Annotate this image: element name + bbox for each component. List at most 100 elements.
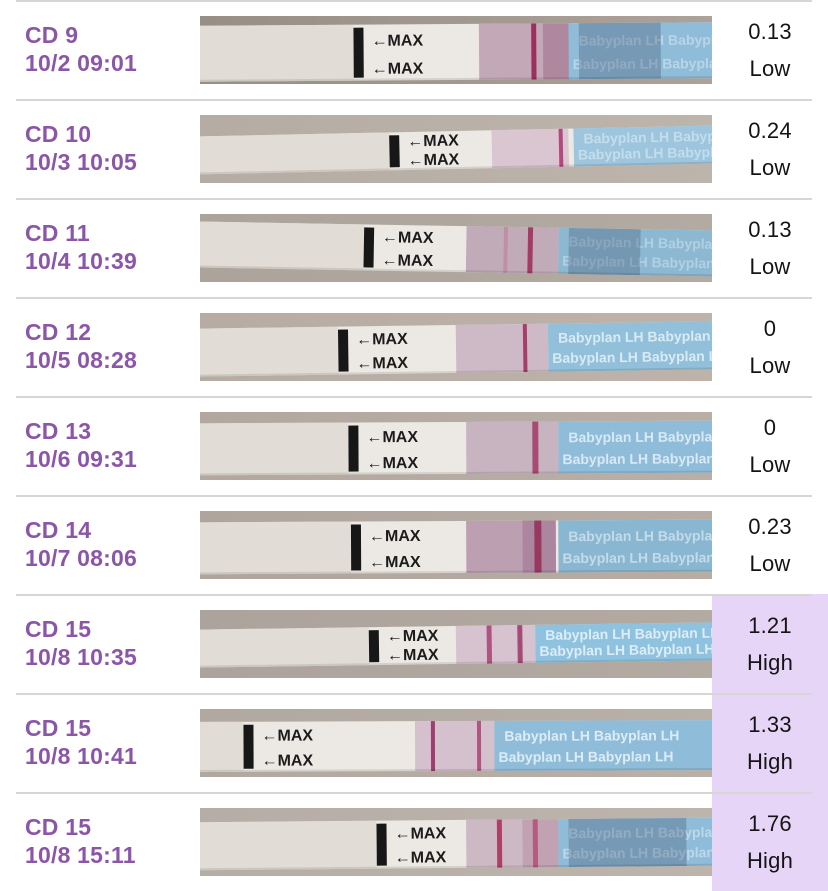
result-value: 1.21 <box>748 612 792 638</box>
test-datetime: 10/3 10:05 <box>25 149 137 175</box>
result-value: 0 <box>763 315 777 341</box>
result-level: Low <box>749 253 791 279</box>
svg-text:Babyplan LH Babyplan LH: Babyplan LH Babyplan LH <box>562 450 712 467</box>
svg-text:Babyplan LH Babyplan LH: Babyplan LH Babyplan LH <box>562 549 712 566</box>
svg-text:Babyplan LH Babyplan LH: Babyplan LH Babyplan LH <box>562 253 712 272</box>
test-datetime: 10/8 10:41 <box>25 743 137 769</box>
result-value: 1.76 <box>748 810 792 836</box>
svg-text:Babyplan LH Babyplan LH: Babyplan LH Babyplan LH <box>573 55 712 72</box>
cycle-day-label: CD 13 <box>25 418 92 444</box>
test-row[interactable]: CD 9 10/2 09:01 Babyplan LH Babyplan LHB… <box>0 0 828 99</box>
svg-text:←MAX: ←MAX <box>387 647 439 665</box>
svg-text:Babyplan LH Babyplan LH: Babyplan LH Babyplan LH <box>578 143 712 163</box>
test-label-group: CD 10 10/3 10:05 <box>25 99 137 198</box>
test-strip-photo[interactable]: Babyplan LH Babyplan LH Babyplan LH Babyp… <box>200 709 712 777</box>
result-level: Low <box>749 55 791 81</box>
test-row[interactable]: CD 11 10/4 10:39 Babyplan LH Babyplan LH… <box>0 198 828 297</box>
svg-text:Babyplan LH Babyplan LH: Babyplan LH Babyplan LH <box>579 31 712 48</box>
result-value: 1.33 <box>748 711 792 737</box>
svg-text:←MAX: ←MAX <box>372 61 424 78</box>
cycle-day-label: CD 10 <box>25 121 92 147</box>
cycle-day-label: CD 15 <box>25 616 92 642</box>
test-row[interactable]: CD 13 10/6 09:31 Babyplan LH Babyplan LH… <box>0 396 828 495</box>
result-value: 0.13 <box>748 18 792 44</box>
test-datetime: 10/6 09:31 <box>25 446 137 472</box>
test-strip-photo[interactable]: Babyplan LH Babyplan LH Babyplan LH Babyp… <box>200 313 712 381</box>
result-level: High <box>746 649 794 675</box>
svg-text:←MAX: ←MAX <box>387 628 439 646</box>
svg-text:←MAX: ←MAX <box>261 727 313 744</box>
cycle-day-label: CD 12 <box>25 319 92 345</box>
result-cell: 0 Low <box>712 396 828 495</box>
svg-text:←MAX: ←MAX <box>408 151 460 169</box>
result-value: 0.24 <box>748 117 792 143</box>
svg-text:←MAX: ←MAX <box>356 355 408 373</box>
svg-text:←MAX: ←MAX <box>366 429 418 446</box>
cycle-day-label: CD 14 <box>25 517 92 543</box>
result-cell: 0.13 Low <box>712 0 828 99</box>
cycle-day-label: CD 15 <box>25 814 92 840</box>
test-strip-photo[interactable]: Babyplan LH Babyplan LH Babyplan LH Babyp… <box>200 808 712 876</box>
test-label-group: CD 15 10/8 10:35 <box>25 594 137 693</box>
svg-text:Babyplan LH Babyplan LH: Babyplan LH Babyplan LH <box>568 824 712 842</box>
result-cell: 0.13 Low <box>712 198 828 297</box>
svg-text:←MAX: ←MAX <box>394 825 446 842</box>
cycle-day-label: CD 9 <box>25 22 79 48</box>
test-row[interactable]: CD 12 10/5 08:28 Babyplan LH Babyplan LH… <box>0 297 828 396</box>
result-level: High <box>746 847 794 873</box>
svg-text:Babyplan LH Babyplan LH: Babyplan LH Babyplan LH <box>562 844 712 862</box>
test-row[interactable]: CD 10 10/3 10:05 Babyplan LH Babyplan LH… <box>0 99 828 198</box>
svg-text:←MAX: ←MAX <box>381 252 433 270</box>
result-cell: 0.24 Low <box>712 99 828 198</box>
result-cell: 1.33 High <box>712 693 828 792</box>
svg-text:Babyplan LH Babyplan LH: Babyplan LH Babyplan LH <box>568 527 712 544</box>
test-row[interactable]: CD 15 10/8 10:35 Babyplan LH Babyplan LH… <box>0 594 828 693</box>
test-label-group: CD 9 10/2 09:01 <box>25 0 137 99</box>
result-cell: 1.21 High <box>712 594 828 693</box>
test-strip-photo[interactable]: Babyplan LH Babyplan LH Babyplan LH Babyp… <box>200 412 712 480</box>
svg-text:←MAX: ←MAX <box>356 331 408 349</box>
svg-text:←MAX: ←MAX <box>262 752 314 769</box>
test-datetime: 10/7 08:06 <box>25 545 137 571</box>
test-label-group: CD 13 10/6 09:31 <box>25 396 137 495</box>
svg-text:Babyplan LH Babyplan LH: Babyplan LH Babyplan LH <box>498 748 673 765</box>
result-cell: 0 Low <box>712 297 828 396</box>
test-label-group: CD 15 10/8 15:11 <box>25 792 136 891</box>
test-datetime: 10/4 10:39 <box>25 248 137 274</box>
svg-text:←MAX: ←MAX <box>367 455 419 472</box>
result-level: Low <box>749 154 791 180</box>
test-datetime: 10/2 09:01 <box>25 50 137 76</box>
test-datetime: 10/8 10:35 <box>25 644 137 670</box>
svg-text:Babyplan LH Babyplan LH: Babyplan LH Babyplan LH <box>568 428 712 445</box>
cycle-day-label: CD 15 <box>25 715 92 741</box>
result-cell: 1.76 High <box>712 792 828 891</box>
svg-text:←MAX: ←MAX <box>407 132 459 150</box>
svg-text:←MAX: ←MAX <box>369 554 421 571</box>
svg-text:←MAX: ←MAX <box>369 528 421 545</box>
test-row[interactable]: CD 15 10/8 15:11 Babyplan LH Babyplan LH… <box>0 792 828 891</box>
svg-text:Babyplan LH Babyplan LH: Babyplan LH Babyplan LH <box>583 127 712 147</box>
test-row[interactable]: CD 14 10/7 08:06 Babyplan LH Babyplan LH… <box>0 495 828 594</box>
test-datetime: 10/5 08:28 <box>25 347 137 373</box>
svg-text:←MAX: ←MAX <box>395 849 447 866</box>
result-cell: 0.23 Low <box>712 495 828 594</box>
svg-text:Babyplan LH Babyplan LH: Babyplan LH Babyplan LH <box>558 327 712 345</box>
result-value: 0.13 <box>748 216 792 242</box>
test-row[interactable]: CD 15 10/8 10:41 Babyplan LH Babyplan LH… <box>0 693 828 792</box>
test-label-group: CD 14 10/7 08:06 <box>25 495 137 594</box>
test-strip-photo[interactable]: Babyplan LH Babyplan LH Babyplan LH Babyp… <box>200 511 712 579</box>
svg-text:Babyplan LH Babyplan LH: Babyplan LH Babyplan LH <box>552 348 712 366</box>
test-label-group: CD 12 10/5 08:28 <box>25 297 137 396</box>
cycle-day-label: CD 11 <box>25 220 90 246</box>
svg-text:←MAX: ←MAX <box>382 229 434 247</box>
svg-text:Babyplan LH Babyplan LH: Babyplan LH Babyplan LH <box>539 641 712 659</box>
svg-text:Babyplan LH Babyplan LH: Babyplan LH Babyplan LH <box>568 233 712 252</box>
result-level: Low <box>749 352 791 378</box>
test-strip-photo[interactable]: Babyplan LH Babyplan LH Babyplan LH Babyp… <box>200 16 712 84</box>
svg-text:Babyplan LH Babyplan LH: Babyplan LH Babyplan LH <box>504 727 679 744</box>
